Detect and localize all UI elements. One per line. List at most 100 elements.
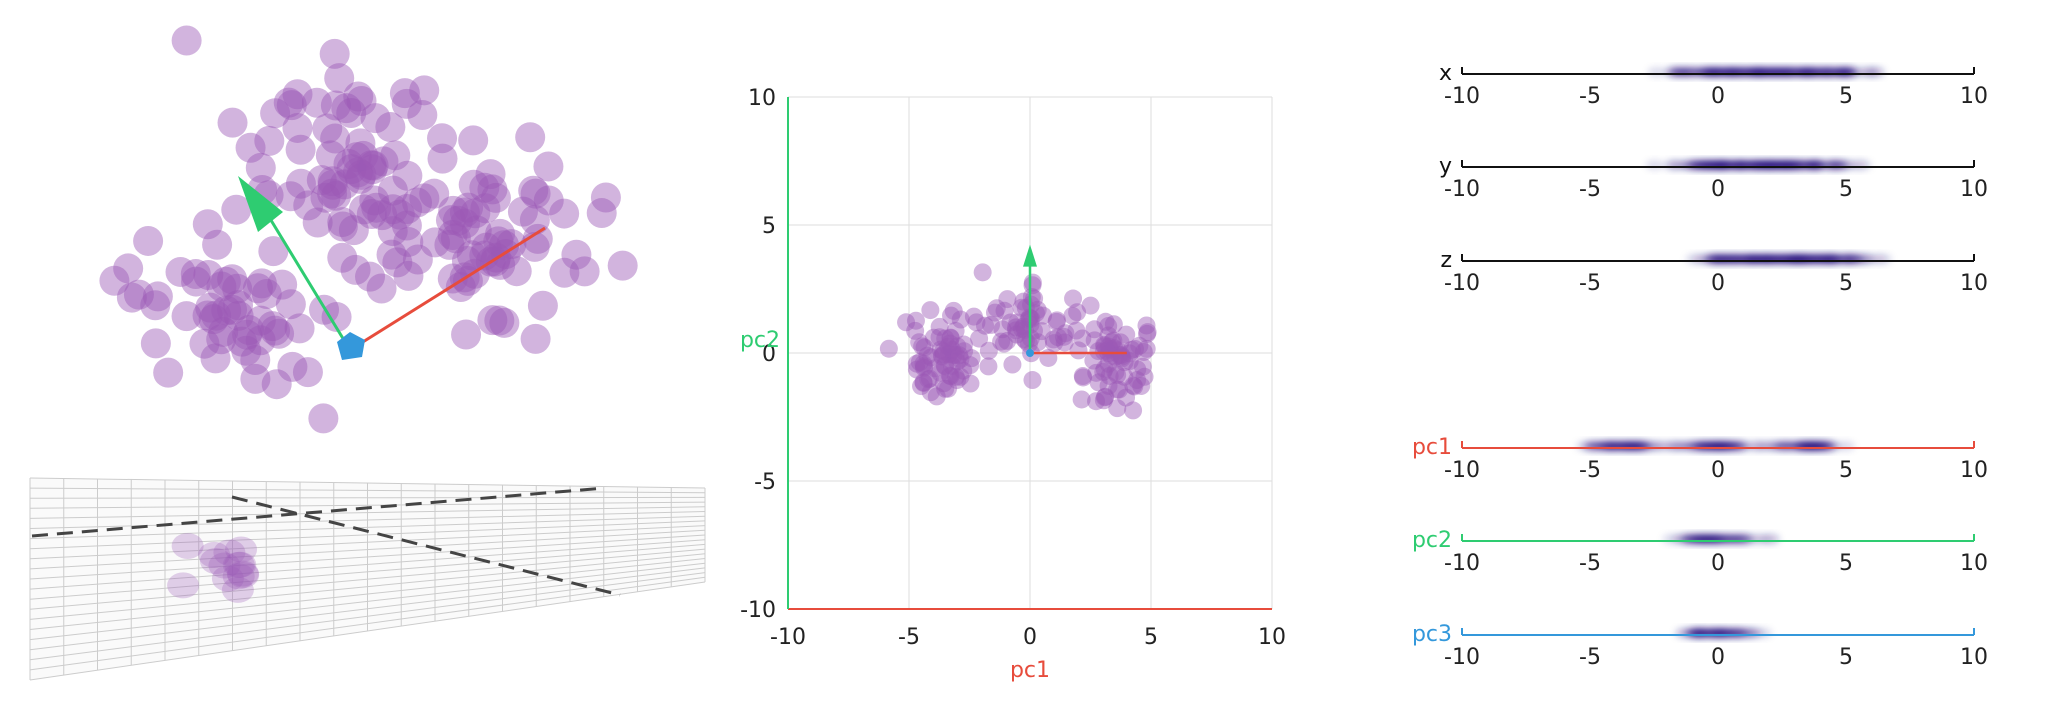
strip-tick-label: 0 <box>1711 271 1725 296</box>
data-point-3d <box>449 197 480 228</box>
data-point <box>1122 340 1141 359</box>
data-point-3d <box>140 290 171 321</box>
data-point-3d <box>133 225 164 256</box>
data-point <box>1039 348 1058 367</box>
data-point <box>1094 362 1113 381</box>
density-mark <box>1782 160 1801 170</box>
data-point <box>925 359 944 378</box>
data-point <box>1067 321 1086 340</box>
data-point-3d <box>377 175 408 206</box>
shadow-point <box>213 539 246 566</box>
data-point <box>1081 296 1100 315</box>
data-point-3d <box>180 259 211 290</box>
data-point-3d <box>392 160 423 191</box>
ground-grid-line <box>29 572 706 661</box>
strip-tick-label: -5 <box>1579 551 1601 576</box>
scatter-3d-plot[interactable] <box>0 0 720 710</box>
data-point <box>1095 359 1114 378</box>
data-point-3d <box>195 292 226 323</box>
points-3d <box>99 25 638 434</box>
data-point <box>1023 276 1042 295</box>
data-point-3d <box>409 75 440 106</box>
ground-grid-line <box>29 558 706 630</box>
data-point-3d <box>327 242 358 273</box>
data-point-3d <box>234 314 265 345</box>
density-mark <box>1621 441 1640 451</box>
strip-pc1: pc1-10 -5 0 5 10 <box>1412 435 1988 483</box>
strip-tick-label: 0 <box>1711 645 1725 670</box>
density-mark <box>1726 160 1745 170</box>
data-point-3d <box>569 256 600 287</box>
data-point <box>954 361 973 380</box>
data-point <box>1056 324 1075 343</box>
strip-tick-label: -5 <box>1579 84 1601 109</box>
ground-grid-line <box>29 539 706 590</box>
data-point-3d <box>342 157 373 188</box>
data-point-3d <box>198 304 229 335</box>
data-point <box>931 340 950 359</box>
data-point <box>1120 352 1139 371</box>
data-point-3d <box>359 185 390 216</box>
density-mark <box>1683 160 1702 170</box>
strip-pc2: pc2-10 -5 0 5 10 <box>1412 528 1988 576</box>
data-point-3d <box>391 88 422 119</box>
data-point-3d <box>438 195 469 226</box>
data-point-3d <box>192 300 223 331</box>
data-point-3d <box>221 194 252 225</box>
strip-tick-label: 5 <box>1839 645 1853 670</box>
strip-tick-label: 5 <box>1839 551 1853 576</box>
data-point <box>1063 306 1082 325</box>
data-point-3d <box>475 159 506 190</box>
data-point-3d <box>277 351 308 382</box>
data-point-3d <box>391 210 422 241</box>
data-point-3d <box>393 226 424 257</box>
shadow-point <box>226 560 259 587</box>
data-point <box>931 363 950 382</box>
data-point-3d <box>522 223 553 254</box>
data-point-3d <box>312 113 343 144</box>
strip-tick-label: -10 <box>1444 458 1480 483</box>
data-point <box>962 349 981 368</box>
density-y <box>1645 160 1872 170</box>
shadow-point <box>199 548 232 575</box>
pc2-arrow-3d <box>264 211 352 351</box>
data-point <box>1128 371 1147 390</box>
strip-z: z-10 -5 0 5 10 <box>1440 248 1988 296</box>
density-mark <box>1795 67 1814 77</box>
data-point-3d <box>327 207 358 238</box>
data-point <box>1094 391 1113 410</box>
data-point <box>1135 367 1154 386</box>
data-point-3d <box>518 175 549 206</box>
data-point-3d <box>189 328 220 359</box>
density-mark <box>1715 441 1734 451</box>
data-point-3d <box>477 174 508 205</box>
data-point-3d <box>442 205 473 236</box>
strip-tick-label: 10 <box>1960 645 1988 670</box>
data-point-3d <box>356 150 387 181</box>
data-point-3d <box>282 112 313 143</box>
strip-tick-label: 0 <box>1711 458 1725 483</box>
density-mark <box>1867 67 1886 77</box>
data-point-3d <box>282 79 313 110</box>
data-point-3d <box>348 194 379 225</box>
data-point <box>985 303 1004 322</box>
ground-grid-line <box>29 553 706 620</box>
data-point <box>919 370 938 389</box>
data-point-3d <box>333 148 364 179</box>
shadow-point <box>222 551 255 578</box>
density-mark <box>1779 67 1798 77</box>
data-point-3d <box>586 198 617 229</box>
data-point <box>1019 310 1038 329</box>
data-point <box>1003 355 1022 374</box>
data-point-3d <box>153 357 184 388</box>
data-point <box>1073 367 1092 386</box>
pca-3d-view[interactable] <box>0 0 720 710</box>
strip-tick-label: 10 <box>1960 458 1988 483</box>
data-point <box>906 321 925 340</box>
data-point <box>979 341 998 360</box>
mean-marker-3d <box>337 332 365 360</box>
strip-tick-label: -5 <box>1579 458 1601 483</box>
strip-label: pc2 <box>1412 528 1452 553</box>
data-point-3d <box>607 250 638 281</box>
